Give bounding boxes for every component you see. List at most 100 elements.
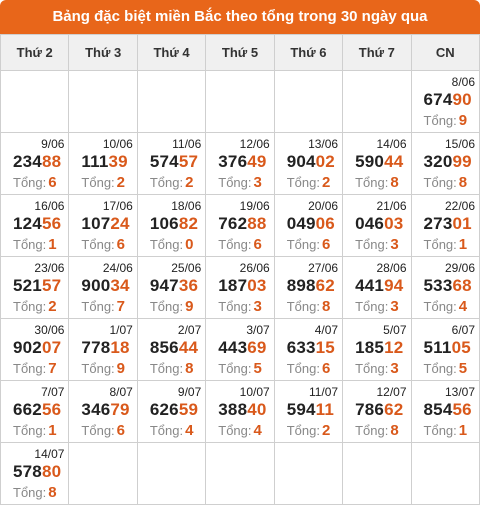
sum-label: Tổng: — [355, 175, 389, 190]
cell-date: 19/06 — [239, 199, 270, 213]
sum-label: Tổng: — [81, 237, 115, 252]
day-cell: 28/06 44194 Tổng: 3 — [342, 256, 412, 319]
empty-cell — [273, 442, 344, 505]
weekday-header-row: Thứ 2 Thứ 3 Thứ 4 Thứ 5 Thứ 6 Thứ 7 CN — [0, 34, 480, 71]
sum-line: Tổng: 1 — [13, 422, 57, 439]
sum-value: 5 — [253, 360, 262, 377]
sum-value: 8 — [185, 360, 194, 377]
number-head: 521 — [13, 276, 42, 295]
sum-label: Tổng: — [13, 299, 47, 314]
sum-line: Tổng: 3 — [355, 236, 399, 253]
special-prize-number: 94736 — [150, 276, 198, 296]
sum-label: Tổng: — [13, 423, 47, 438]
cell-date: 13/06 — [308, 137, 339, 151]
special-prize-number: 51105 — [424, 338, 471, 358]
number-tail: 24 — [110, 214, 130, 233]
weekday-header: Thứ 5 — [205, 34, 275, 71]
sum-line: Tổng: 8 — [287, 298, 331, 315]
sum-value: 1 — [458, 422, 468, 439]
number-head: 185 — [355, 338, 385, 357]
sum-line: Tổng: 3 — [218, 298, 262, 315]
number-tail: 03 — [384, 214, 404, 233]
sum-line: Tổng: 4 — [424, 298, 468, 315]
day-cell: 14/07 57880 Tổng: 8 — [0, 442, 70, 505]
sum-line: Tổng: 1 — [424, 236, 468, 253]
number-tail: 68 — [452, 276, 472, 295]
cell-date: 25/06 — [171, 261, 202, 275]
day-cell: 23/06 52157 Tổng: 2 — [0, 256, 70, 319]
special-prize-number: 90402 — [287, 152, 335, 172]
special-prize-number: 04603 — [355, 214, 403, 234]
sum-line: Tổng: 9 — [81, 360, 125, 377]
number-tail: 36 — [178, 276, 199, 295]
day-cell: 17/06 10724 Tổng: 6 — [68, 194, 138, 257]
cell-date: 8/06 — [451, 75, 475, 89]
empty-cell — [0, 70, 70, 133]
number-tail: 62 — [315, 276, 335, 295]
number-tail: 56 — [452, 400, 472, 419]
sum-line: Tổng: 4 — [218, 422, 262, 439]
special-prize-number: 57457 — [150, 152, 198, 172]
special-prize-number: 62659 — [150, 400, 198, 420]
sum-label: Tổng: — [423, 423, 457, 438]
sum-label: Tổng: — [13, 175, 47, 190]
cell-date: 3/07 — [246, 323, 270, 337]
sum-label: Tổng: — [423, 237, 457, 252]
number-tail: 56 — [41, 214, 62, 233]
number-tail: 79 — [110, 400, 130, 419]
sum-label: Tổng: — [81, 175, 115, 190]
sum-label: Tổng: — [286, 423, 320, 438]
sum-line: Tổng: 9 — [424, 112, 468, 129]
day-cell: 10/06 11139 Tổng: 2 — [68, 132, 138, 195]
special-prize-number: 59044 — [355, 152, 403, 172]
sum-label: Tổng: — [13, 361, 47, 376]
number-head: 443 — [218, 338, 248, 357]
day-cell: 1/07 77818 Tổng: 9 — [68, 318, 138, 381]
number-tail: 15 — [315, 338, 335, 357]
special-prize-number: 89862 — [287, 276, 335, 296]
sum-line: Tổng: 2 — [150, 174, 194, 191]
sum-label: Tổng: — [81, 299, 115, 314]
sum-label: Tổng: — [355, 361, 389, 376]
sum-label: Tổng: — [355, 299, 389, 314]
sum-line: Tổng: 8 — [150, 360, 194, 377]
sum-label: Tổng: — [423, 299, 457, 314]
sum-value: 7 — [48, 360, 57, 377]
sum-value: 4 — [458, 298, 468, 315]
number-head: 594 — [286, 400, 316, 419]
sum-label: Tổng: — [286, 299, 320, 314]
sum-value: 3 — [390, 236, 399, 253]
cell-date: 15/06 — [444, 137, 475, 151]
empty-cell — [273, 70, 344, 133]
sum-label: Tổng: — [149, 361, 184, 376]
number-head: 111 — [81, 152, 109, 171]
number-head: 900 — [81, 276, 111, 295]
special-prize-number: 04906 — [287, 214, 335, 234]
day-cell: 30/06 90207 Tổng: 7 — [0, 318, 70, 381]
number-head: 106 — [149, 214, 179, 233]
sum-value: 2 — [185, 174, 194, 191]
number-head: 786 — [355, 400, 385, 419]
cell-date: 18/06 — [171, 199, 202, 213]
cell-date: 30/06 — [34, 323, 65, 337]
sum-line: Tổng: 6 — [287, 236, 331, 253]
sum-line: Tổng: 9 — [150, 298, 194, 315]
day-cell: 8/07 34679 Tổng: 6 — [68, 380, 138, 443]
number-tail: 06 — [315, 214, 335, 233]
number-head: 346 — [81, 400, 111, 419]
sum-line: Tổng: 7 — [13, 360, 57, 377]
day-cell: 22/06 27301 Tổng: 1 — [410, 194, 480, 257]
number-tail: 07 — [41, 338, 62, 357]
sum-line: Tổng: 5 — [424, 360, 468, 377]
sum-line: Tổng: 6 — [81, 236, 125, 253]
cell-date: 5/07 — [383, 323, 407, 337]
day-cell: 12/07 78662 Tổng: 8 — [342, 380, 412, 443]
day-cell: 27/06 89862 Tổng: 8 — [273, 256, 344, 319]
cell-date: 11/06 — [172, 137, 202, 151]
special-prize-number: 59411 — [287, 400, 334, 420]
number-tail: 57 — [41, 276, 62, 295]
weekday-header: Thứ 3 — [68, 34, 138, 71]
empty-cell — [136, 442, 207, 505]
week-row: 7/07 66256 Tổng: 1 8/07 34679 Tổng: 6 9/07 62659 T… — [0, 380, 480, 443]
week-row: 14/07 57880 Tổng: 8 — [0, 442, 480, 505]
